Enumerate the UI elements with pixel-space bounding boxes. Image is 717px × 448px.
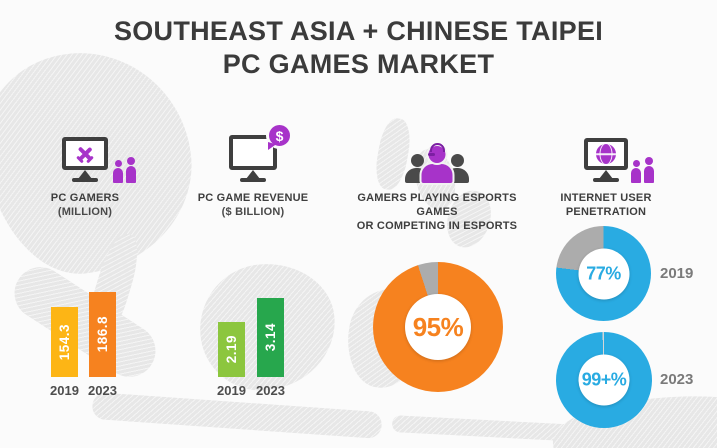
internet-label: INTERNET USER [560,192,652,204]
section-internet: INTERNET USER PENETRATION [541,121,671,219]
person-icon [644,157,654,183]
bar-year: 2019 [217,383,246,398]
bar-value: 2.19 [224,335,239,364]
pc-revenue-label: PC GAME REVENUE [197,192,309,204]
donut-hole: 95% [405,294,471,360]
monitor-stand [599,170,613,179]
donut-year-2019: 2019 [660,265,694,282]
monitor-icon: $ [229,122,293,182]
bar-value: 154.3 [57,323,72,361]
esports-label: GAMERS PLAYING ESPORTS GAMES [357,192,517,218]
bar-years: 2019 2023 [50,383,117,398]
bar: 186.8 [89,292,116,377]
bar-year: 2023 [88,383,117,398]
page-title-line2: PC GAMES MARKET [222,49,495,79]
bar: 2.19 [218,322,245,377]
internet-sublabel: PENETRATION [565,206,647,218]
dollar-sign: $ [275,127,284,144]
section-pc-revenue: $ PC GAME REVENUE ($ BILLION) [178,121,328,219]
bar: 154.3 [51,307,78,377]
donut-year-2023: 2023 [660,371,694,388]
crossed-swords-icon [76,145,94,163]
dollar-bubble-icon: $ [266,122,293,149]
esports-sublabel: OR COMPETING IN ESPORTS [356,220,518,232]
bars: 154.3 186.8 [51,292,116,377]
internet-users-people-icon [631,157,654,183]
monitor-base [240,178,266,182]
person-icon [631,160,641,183]
pc-revenue-sublabel: ($ BILLION) [221,206,285,218]
map-landmass [91,391,383,440]
pc-revenue-icon: $ [178,121,328,183]
person-icon [113,160,123,183]
monitor-icon [62,137,136,183]
section-esports: GAMERS PLAYING ESPORTS GAMES OR COMPETIN… [342,121,532,233]
monitor-screen [584,138,628,170]
donut-hole: 99+% [578,354,630,406]
bar-value: 186.8 [95,316,110,353]
bar-value: 3.14 [263,323,278,352]
internet-2023-donut-chart: 99+% [556,332,652,428]
page-title-line1: SOUTHEAST ASIA + CHINESE TAIPEI [113,16,604,46]
monitor-icon [584,138,654,183]
globe-icon [596,144,616,164]
gamers-people-icon [113,157,136,183]
headset-icon [427,143,445,156]
pc-gamers-sublabel: (MILLION) [57,206,113,218]
pc-gamers-bar-chart: 154.3 186.8 2019 2023 [50,292,117,398]
donut-value: 99+% [581,369,627,390]
monitor-stand [246,170,260,179]
esports-players-icon [342,121,532,183]
monitor-stand [78,170,92,179]
section-pc-gamers: PC GAMERS (MILLION) [15,121,155,219]
bar-year: 2019 [50,383,79,398]
esports-donut-chart: 95% [373,262,503,392]
monitor-base [72,178,98,182]
pc-gamers-label: PC GAMERS [50,192,120,204]
page-title: SOUTHEAST ASIA + CHINESE TAIPEI PC GAMES… [0,15,717,81]
internet-2019-donut-chart: 77% [556,226,651,321]
pc-revenue-bar-chart: 2.19 3.14 2019 2023 [217,298,285,398]
pc-gamers-icon [15,121,155,183]
three-people-icon [405,141,469,183]
person-icon [126,157,136,183]
bars: 2.19 3.14 [218,298,284,377]
bar-year: 2023 [256,383,285,398]
bar: 3.14 [257,298,284,377]
bar-years: 2019 2023 [217,383,285,398]
monitor-base [593,178,619,182]
donut-hole: 77% [578,248,629,299]
donut-value: 95% [412,311,464,342]
donut-value: 77% [586,263,621,283]
esports-player-headset-icon [421,143,453,183]
internet-penetration-icon [541,121,671,183]
monitor-screen [62,137,108,170]
